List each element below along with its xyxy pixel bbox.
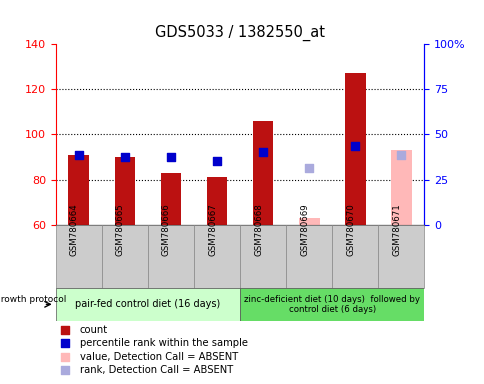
Bar	[332, 225, 378, 288]
Bar	[298, 218, 319, 225]
Bar	[344, 73, 365, 225]
Text: GSM780670: GSM780670	[346, 204, 354, 256]
Text: GSM780664: GSM780664	[70, 204, 78, 256]
Bar	[68, 155, 89, 225]
Point	[396, 152, 404, 158]
Point	[258, 149, 266, 156]
Text: GSM780668: GSM780668	[254, 204, 262, 256]
Text: GSM780665: GSM780665	[116, 204, 125, 256]
Text: count: count	[79, 325, 107, 335]
Text: GSM780667: GSM780667	[208, 204, 217, 256]
Point	[61, 327, 69, 333]
Point	[304, 165, 312, 171]
Text: growth protocol: growth protocol	[0, 295, 66, 304]
Point	[166, 154, 174, 160]
Point	[350, 142, 358, 149]
Text: rank, Detection Call = ABSENT: rank, Detection Call = ABSENT	[79, 366, 232, 376]
Bar	[148, 225, 194, 288]
Text: GSM780671: GSM780671	[392, 204, 401, 256]
Bar	[102, 225, 148, 288]
Bar	[390, 150, 411, 225]
Text: value, Detection Call = ABSENT: value, Detection Call = ABSENT	[79, 352, 238, 362]
Bar	[160, 173, 181, 225]
Point	[61, 354, 69, 360]
Bar	[286, 225, 332, 288]
Title: GDS5033 / 1382550_at: GDS5033 / 1382550_at	[155, 25, 324, 41]
Text: GSM780666: GSM780666	[162, 204, 170, 256]
Point	[121, 154, 129, 160]
Point	[61, 367, 69, 374]
Bar	[56, 288, 240, 321]
Bar	[206, 177, 227, 225]
Text: GSM780669: GSM780669	[300, 204, 309, 256]
Text: pair-fed control diet (16 days): pair-fed control diet (16 days)	[75, 299, 220, 310]
Text: zinc-deficient diet (10 days)  followed by
control diet (6 days): zinc-deficient diet (10 days) followed b…	[244, 295, 419, 314]
Point	[61, 340, 69, 346]
Bar	[114, 157, 135, 225]
Bar	[56, 225, 102, 288]
Bar	[194, 225, 240, 288]
Point	[75, 152, 82, 158]
Point	[212, 159, 220, 165]
Bar	[240, 288, 424, 321]
Bar	[378, 225, 424, 288]
Bar	[240, 225, 286, 288]
Bar	[252, 121, 273, 225]
Text: percentile rank within the sample: percentile rank within the sample	[79, 338, 247, 348]
